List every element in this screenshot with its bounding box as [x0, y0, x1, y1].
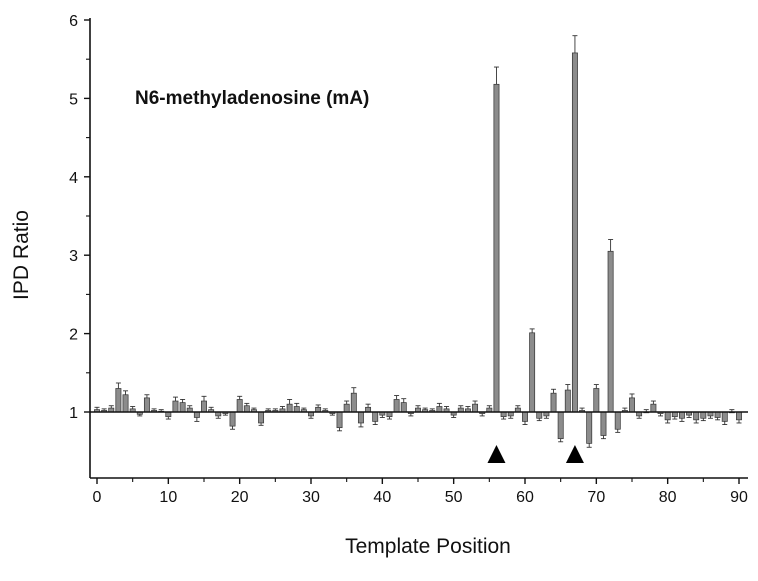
bar-pos-69	[586, 411, 593, 444]
bar-pos-3	[115, 388, 122, 413]
x-tick-label-0: 0	[93, 489, 102, 506]
x-tick-label-30: 30	[302, 489, 320, 506]
bar-pos-61	[529, 332, 536, 413]
bar-pos-73	[614, 411, 621, 430]
bar-pos-53	[472, 403, 479, 413]
bar-pos-82	[678, 411, 685, 419]
y-tick-label-4: 4	[69, 170, 78, 187]
bar-pos-20	[236, 399, 243, 413]
bar-pos-62	[536, 411, 543, 419]
x-tick-label-40: 40	[373, 489, 391, 506]
bar-pos-11	[172, 400, 179, 413]
bar-pos-88	[721, 411, 728, 422]
bar-pos-14	[193, 411, 200, 418]
y-tick-label-2: 2	[69, 327, 78, 344]
bar-pos-87	[714, 411, 721, 418]
bar-pos-75	[629, 397, 635, 413]
bar-pos-72	[607, 250, 614, 413]
x-ticks: 0 10 20 30 40 50 60 70 80 90	[93, 478, 748, 506]
bar-pos-7	[143, 397, 150, 413]
bar-pos-85	[700, 411, 707, 419]
x-tick-label-90: 90	[730, 489, 748, 506]
x-tick-label-60: 60	[516, 489, 534, 506]
x-tick-label-20: 20	[231, 489, 249, 506]
methylation-marker-56	[487, 445, 506, 463]
y-tick-label-1: 1	[69, 405, 78, 422]
bar-pos-70	[593, 388, 600, 413]
bar-pos-60	[522, 411, 528, 422]
marker-group	[487, 445, 584, 463]
bar-pos-21	[243, 405, 250, 413]
bar-pos-48	[436, 406, 443, 413]
bar-pos-43	[400, 402, 407, 413]
y-axis-title: IPD Ratio	[10, 210, 33, 300]
bar-pos-15	[201, 400, 207, 413]
bar-pos-35	[343, 403, 350, 413]
x-tick-label-70: 70	[587, 489, 605, 506]
bar-pos-42	[393, 399, 400, 413]
x-tick-label-10: 10	[159, 489, 177, 506]
bar-pos-12	[179, 402, 186, 413]
bar-pos-34	[336, 411, 343, 429]
bar-pos-23	[258, 411, 265, 424]
y-ticks: 1 2 3 4 5 6	[69, 13, 90, 422]
bar-pos-84	[693, 411, 700, 421]
bar-pos-37	[357, 411, 364, 424]
y-tick-label-6: 6	[69, 13, 78, 30]
x-axis-title: Template Position	[345, 535, 511, 558]
bar-pos-66	[564, 389, 571, 413]
bar-pos-90	[736, 411, 742, 421]
y-tick-label-3: 3	[69, 248, 78, 265]
bar-pos-39	[372, 411, 379, 422]
methylation-marker-67	[565, 445, 584, 463]
bar-pos-36	[350, 392, 357, 413]
bar-pos-19	[229, 411, 236, 427]
chart-annotation: N6-methyladenosine (mA)	[135, 88, 369, 109]
x-tick-label-80: 80	[659, 489, 677, 506]
y-tick-label-5: 5	[69, 91, 78, 108]
x-tick-label-50: 50	[445, 489, 463, 506]
bar-pos-27	[286, 403, 293, 413]
bar-pos-64	[550, 392, 557, 413]
bar-pos-67	[571, 52, 578, 413]
bar-pos-71	[600, 411, 607, 436]
bar-pos-80	[664, 411, 671, 421]
bar-pos-78	[650, 403, 657, 413]
axes	[89, 18, 748, 479]
bar-pos-4	[122, 394, 129, 413]
bar-pos-65	[557, 411, 564, 440]
bar-pos-28	[293, 406, 300, 413]
bar-pos-56	[493, 83, 500, 413]
